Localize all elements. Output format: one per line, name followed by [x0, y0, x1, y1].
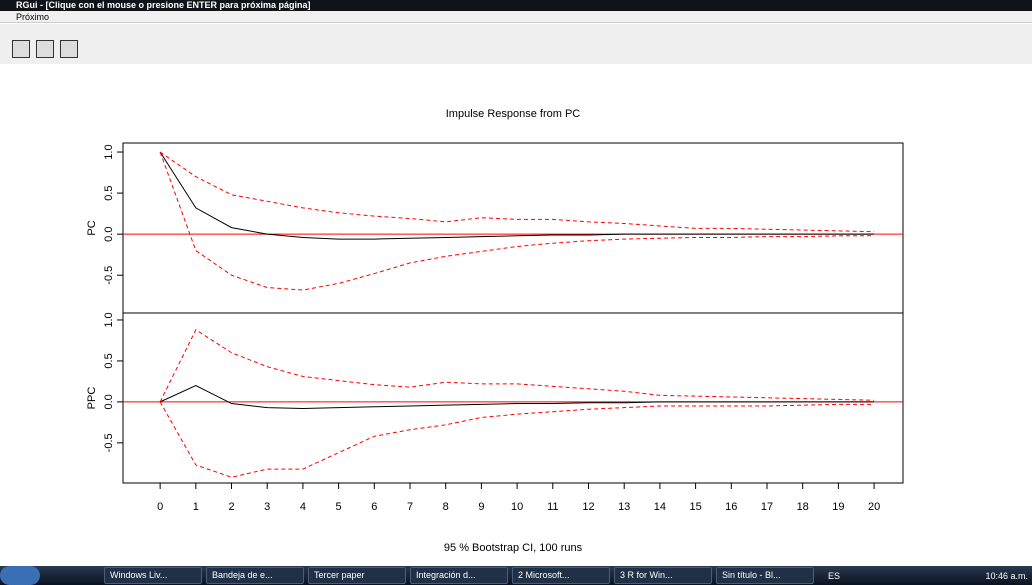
taskbar-item[interactable]: 3 R for Win...	[614, 567, 712, 584]
y-tick-label: 1.0	[103, 312, 115, 327]
y-axis-label: PPC	[86, 387, 98, 410]
x-tick-label: 19	[832, 501, 844, 513]
title-bar: RGui - [Clique con el mouse o presione E…	[0, 0, 1032, 11]
window-title: RGui - [Clique con el mouse o presione E…	[16, 0, 311, 10]
x-tick-label: 12	[582, 501, 594, 513]
chart: -0.5 0.0 0.5 1.0 PC Impulse Response from PC -…	[86, 108, 904, 554]
x-tick-label: 13	[618, 501, 630, 513]
plot-frame	[122, 312, 904, 484]
x-tick-label: 10	[511, 501, 523, 513]
menu-bar: Próximo	[0, 11, 1032, 23]
taskbar-item[interactable]: ES	[828, 570, 841, 581]
copy-button[interactable]	[12, 40, 30, 58]
taskbar-item[interactable]: Tercer paper	[308, 567, 406, 584]
y-tick-label: 0.0	[103, 227, 115, 242]
x-tick-label: 1	[193, 501, 199, 513]
x-tick-label: 7	[407, 501, 413, 513]
print-button[interactable]	[36, 40, 54, 58]
irf-line	[159, 151, 875, 240]
x-tick-label: 6	[371, 501, 377, 513]
x-tick-label: 8	[443, 501, 449, 513]
taskbar-item[interactable]: Integración d...	[410, 567, 508, 584]
y-tick-label: 0.5	[103, 353, 115, 368]
console-button[interactable]	[60, 40, 78, 58]
chart-title: Impulse Response from PC	[446, 108, 581, 120]
y-tick-label: -0.5	[103, 266, 115, 285]
x-tick-label: 14	[654, 501, 666, 513]
taskbar-item[interactable]: Windows Liv...	[104, 567, 202, 584]
y-axis-label: PC	[86, 220, 98, 235]
x-tick-label: 17	[761, 501, 773, 513]
irf-line	[159, 401, 875, 478]
x-tick-label: 11	[547, 501, 558, 513]
x-tick-label: 18	[797, 501, 809, 513]
x-tick-label: 5	[336, 501, 342, 513]
y-tick-label: 0.0	[103, 394, 115, 409]
y-tick-label: 0.5	[103, 185, 115, 200]
x-tick-label: 9	[478, 501, 484, 513]
x-tick-label: 15	[689, 501, 701, 513]
irf-line	[159, 384, 875, 409]
toolbar	[0, 24, 1032, 64]
taskbar-item[interactable]: 10:46 a.m.	[985, 570, 1028, 581]
plot-frame	[122, 142, 904, 314]
x-tick-label: 16	[725, 501, 737, 513]
start-button[interactable]	[0, 566, 40, 585]
x-tick-label: 3	[264, 501, 270, 513]
taskbar-item[interactable]: Sin título - Bl...	[716, 567, 814, 584]
x-tick-label: 4	[300, 501, 306, 513]
irf-line	[159, 151, 875, 233]
irf-line	[159, 151, 875, 291]
taskbar-item[interactable]: Bandeja de e...	[206, 567, 304, 584]
taskbar: Windows Liv... Bandeja de e... Tercer pape…	[0, 566, 1032, 585]
y-tick-label: 1.0	[103, 144, 115, 159]
x-tick-label: 20	[868, 501, 880, 513]
menu-item[interactable]: Próximo	[16, 12, 50, 22]
x-axis-label: 95 % Bootstrap CI, 100 runs	[444, 542, 583, 554]
x-tick-label: 2	[228, 501, 234, 513]
irf-line	[159, 329, 875, 403]
taskbar-item[interactable]: 2 Microsoft...	[512, 567, 610, 584]
x-tick-label: 0	[157, 501, 163, 513]
y-tick-label: -0.5	[103, 433, 115, 452]
